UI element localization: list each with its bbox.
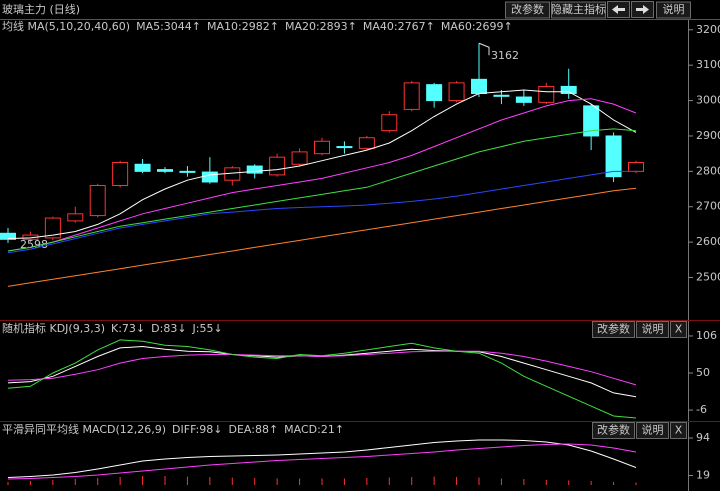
candle-body [157, 169, 173, 172]
button[interactable] [670, 321, 687, 338]
candle-body [403, 82, 420, 110]
candle-body [426, 84, 443, 102]
button[interactable] [636, 422, 669, 439]
legend-entry: MA20:2893↑ [285, 20, 357, 33]
y-tick-label: 2700 [696, 200, 720, 213]
indicator-line [7, 170, 636, 254]
legend-entry: D:83↓ [151, 322, 186, 335]
indicator-line [7, 187, 637, 287]
candle-body [381, 114, 398, 132]
candle-body [201, 171, 218, 183]
candle-body [471, 78, 487, 94]
button-label: 说明 [642, 423, 664, 437]
button[interactable] [505, 1, 550, 19]
y-tick-label: 94 [696, 431, 710, 444]
button-label: 改参数 [511, 2, 544, 16]
button-label: 改参数 [597, 322, 630, 336]
legend-entry: MA60:2699↑ [441, 20, 513, 33]
legend-entry: MA5:3044↑ [136, 20, 201, 33]
candle-body [538, 85, 555, 103]
candle-body [269, 156, 286, 176]
candle-body [605, 135, 622, 178]
legend-entry: K:73↓ [111, 322, 145, 335]
candle-body [628, 162, 644, 172]
window-title: 玻璃主力 (日线) [2, 2, 80, 16]
candle-body [89, 185, 106, 217]
candle-body [515, 96, 532, 103]
candle-body [179, 170, 196, 173]
candle-body [44, 217, 61, 239]
button[interactable] [656, 1, 691, 19]
button[interactable] [551, 1, 606, 19]
button-label: 说明 [642, 322, 664, 336]
indicator-line [7, 128, 637, 252]
y-tick-label: 3000 [696, 94, 720, 107]
candle-body [493, 94, 510, 97]
panel-title: 随机指标 KDJ(9,3,3) [2, 321, 105, 335]
high-label: 3162 [491, 49, 519, 62]
y-tick-label: 2500 [696, 271, 720, 284]
high-pointer [478, 42, 490, 56]
candle-body [358, 137, 375, 149]
legend-entry: MA40:2767↑ [363, 20, 435, 33]
legend-entry: MA10:2982↑ [207, 20, 279, 33]
y-tick-label: 50 [696, 366, 710, 379]
indicator-line [7, 339, 637, 419]
candle-body [560, 85, 577, 94]
candle-body [0, 232, 16, 240]
legend-entry: DIFF:98↓ [172, 423, 222, 436]
candle-body [448, 82, 465, 102]
y-tick-label: 19 [696, 469, 710, 482]
candle-body [134, 163, 151, 172]
legend-entry: DEA:88↑ [228, 423, 278, 436]
legend-entry: J:55↓ [192, 322, 223, 335]
indicator-line [7, 443, 637, 480]
indicator-line [7, 89, 637, 240]
button[interactable] [636, 321, 669, 338]
candle-body [246, 165, 263, 174]
y-tick-label: -6 [696, 403, 707, 416]
button-label: X [675, 424, 683, 437]
button[interactable] [592, 321, 635, 338]
button-label: X [675, 323, 683, 336]
y-tick-label: 3200 [696, 23, 720, 36]
y-tick-label: 106 [696, 329, 717, 342]
indicator-line [7, 439, 637, 478]
candle-body [583, 105, 600, 137]
panel-title: 平滑异同平均线 MACD(12,26,9) [2, 422, 166, 436]
indicator-line [7, 350, 637, 386]
button-label: 说明 [663, 2, 685, 16]
right-arrow-icon [636, 5, 649, 14]
y-tick-label: 2900 [696, 129, 720, 142]
button-label: 隐藏主指标 [551, 2, 606, 16]
button[interactable] [592, 422, 635, 439]
left-arrow-icon [612, 5, 625, 14]
indicator-line [7, 98, 637, 252]
candle-body [336, 146, 353, 149]
button[interactable] [670, 422, 687, 439]
button-label: 改参数 [597, 423, 630, 437]
y-tick-label: 3100 [696, 58, 720, 71]
y-tick-label: 2600 [696, 235, 720, 248]
panel-title: 均线 MA(5,10,20,40,60) [2, 19, 130, 33]
y-tick-label: 2800 [696, 164, 720, 177]
candle-body [314, 140, 330, 155]
candle-body [67, 213, 84, 222]
candle-body [291, 151, 308, 165]
candle-body [112, 162, 129, 187]
legend-entry: MACD:21↑ [284, 423, 344, 436]
